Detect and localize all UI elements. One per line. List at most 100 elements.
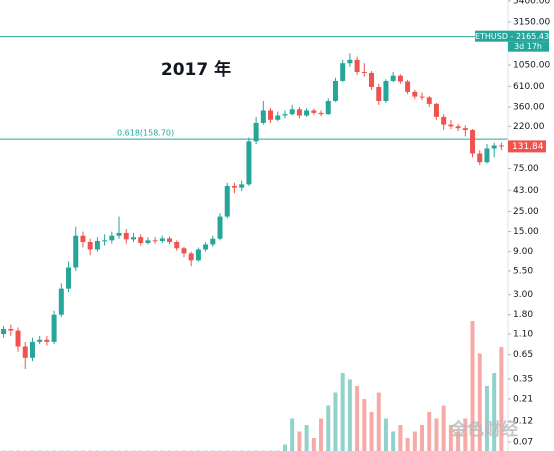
candle-body <box>289 109 295 115</box>
candle-body <box>397 75 403 82</box>
candle-body <box>29 341 35 358</box>
candle-body <box>369 72 375 87</box>
volume-bar <box>369 412 374 451</box>
last-price-box <box>508 140 546 153</box>
candle-body <box>102 240 108 242</box>
candle-body <box>58 288 64 315</box>
candle-body <box>275 115 281 120</box>
candle-body <box>174 241 180 249</box>
volume-bar <box>355 386 360 451</box>
candle-body <box>231 185 237 188</box>
y-tick-label: 610.00 <box>513 82 545 92</box>
volume-bar <box>441 405 446 451</box>
candle-body <box>412 91 418 97</box>
y-tick-label: 0.35 <box>513 374 533 384</box>
candle-body <box>246 141 252 185</box>
candle-body <box>419 96 425 98</box>
candle-body <box>470 130 476 154</box>
volume-bar <box>333 392 338 451</box>
chart-title: 2017 年 <box>161 59 231 80</box>
volume-bar <box>456 431 461 451</box>
y-tick-label: 9.00 <box>513 247 533 257</box>
y-tick-label: 1.10 <box>513 329 533 339</box>
candle-body <box>282 114 288 116</box>
candle-body <box>224 185 230 217</box>
candle-body <box>109 235 115 241</box>
y-tick-label: 1.80 <box>513 310 533 320</box>
candle-body <box>195 249 201 261</box>
candle-body <box>433 103 439 117</box>
volume-bar <box>362 399 367 451</box>
candle-body <box>22 346 28 358</box>
candle-body <box>138 237 144 244</box>
volume-bar <box>484 386 489 451</box>
last-price-label: 131.84 <box>512 142 544 152</box>
candle-body <box>152 240 158 242</box>
candle-body <box>268 110 274 120</box>
candle-body <box>455 126 461 129</box>
candle-body <box>145 240 151 244</box>
candle-body <box>405 81 411 92</box>
volume-bar <box>412 431 417 451</box>
candle-body <box>203 244 209 250</box>
countdown-box <box>508 41 549 52</box>
watermark: 金色财经 <box>449 419 518 440</box>
candle-body <box>130 237 136 240</box>
volume-bar <box>470 321 475 451</box>
candle-body <box>498 145 504 147</box>
volume-bar <box>311 438 316 451</box>
candle-body <box>181 248 187 254</box>
candle-body <box>354 59 360 72</box>
y-tick-label: 0.21 <box>513 394 533 404</box>
candle-body <box>332 80 338 101</box>
candle-body <box>116 232 122 236</box>
candle-body <box>8 328 14 331</box>
candle-body <box>318 112 324 115</box>
candle-body <box>347 59 353 64</box>
candle-body <box>80 235 86 242</box>
volume-bar <box>405 438 410 451</box>
candle-body <box>311 110 317 113</box>
y-tick-label: 360.00 <box>513 103 545 113</box>
candle-body <box>325 100 331 115</box>
candle-body <box>167 238 173 242</box>
volume-bar <box>434 418 439 451</box>
candle-body <box>376 86 382 101</box>
candle-body <box>210 238 216 245</box>
candle-body <box>217 216 223 239</box>
volume-bar <box>420 425 425 451</box>
candle-body <box>73 235 79 268</box>
candle-body <box>304 110 310 116</box>
volume-bar <box>391 431 396 451</box>
y-tick-label: 0.65 <box>513 350 533 360</box>
volume-bar <box>463 418 468 451</box>
volume-bar <box>376 392 381 451</box>
candle-body <box>37 339 43 342</box>
candle-body <box>383 80 389 101</box>
candle-body <box>260 110 266 123</box>
candle-body <box>340 63 346 81</box>
candle-body <box>87 241 93 250</box>
candle-body <box>1 328 7 334</box>
y-tick-label: 0.07 <box>513 437 533 447</box>
candle-body <box>361 71 367 73</box>
candle-body <box>44 339 50 342</box>
candle-body <box>15 330 21 347</box>
candle-body <box>296 109 302 116</box>
candle-body <box>239 184 245 188</box>
candle-body <box>66 267 72 289</box>
candle-body <box>94 240 100 250</box>
volume-bar <box>282 444 287 451</box>
candle-body <box>390 75 396 81</box>
volume-bar <box>448 425 453 451</box>
volume-bar <box>383 418 388 451</box>
y-tick-label: 0.12 <box>513 416 533 426</box>
price-axis: 5400.00 3150.00 1050.00 610.00 360.00 220.00 7… <box>475 0 550 451</box>
candle-body <box>448 124 454 127</box>
price-label: ETHUSD - 2165.43 <box>475 32 549 41</box>
y-tick-label: 43.00 <box>513 186 539 196</box>
countdown-label: 3d 17h <box>514 42 542 51</box>
y-tick-label: 5.50 <box>513 266 533 276</box>
